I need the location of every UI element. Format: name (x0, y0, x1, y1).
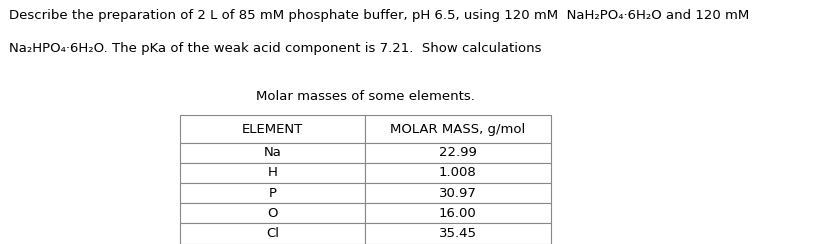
Text: H: H (267, 166, 277, 179)
Bar (365, 163, 551, 183)
Text: MOLAR MASS, g/mol: MOLAR MASS, g/mol (390, 122, 526, 135)
Text: Na: Na (264, 146, 281, 159)
Bar (180, 115, 365, 143)
Bar (180, 203, 365, 224)
Text: 30.97: 30.97 (438, 187, 477, 200)
Text: Na₂HPO₄·6H₂O. The pKa of the weak acid component is 7.21.  Show calculations: Na₂HPO₄·6H₂O. The pKa of the weak acid c… (8, 42, 541, 55)
Text: 22.99: 22.99 (438, 146, 477, 159)
Text: Cl: Cl (265, 227, 279, 240)
Text: O: O (267, 207, 278, 220)
Bar (180, 163, 365, 183)
Bar (180, 224, 365, 244)
Text: 35.45: 35.45 (438, 227, 477, 240)
Text: P: P (268, 187, 276, 200)
Text: 1.008: 1.008 (439, 166, 477, 179)
Text: 16.00: 16.00 (439, 207, 477, 220)
Bar (365, 143, 551, 163)
Bar (180, 183, 365, 203)
Bar (365, 224, 551, 244)
Text: Molar masses of some elements.: Molar masses of some elements. (255, 91, 474, 103)
Text: ELEMENT: ELEMENT (241, 122, 303, 135)
Bar (365, 115, 551, 143)
Bar (180, 143, 365, 163)
Bar (365, 203, 551, 224)
Bar (365, 183, 551, 203)
Text: Describe the preparation of 2 L of 85 mM phosphate buffer, pH 6.5, using 120 mM : Describe the preparation of 2 L of 85 mM… (8, 9, 749, 21)
